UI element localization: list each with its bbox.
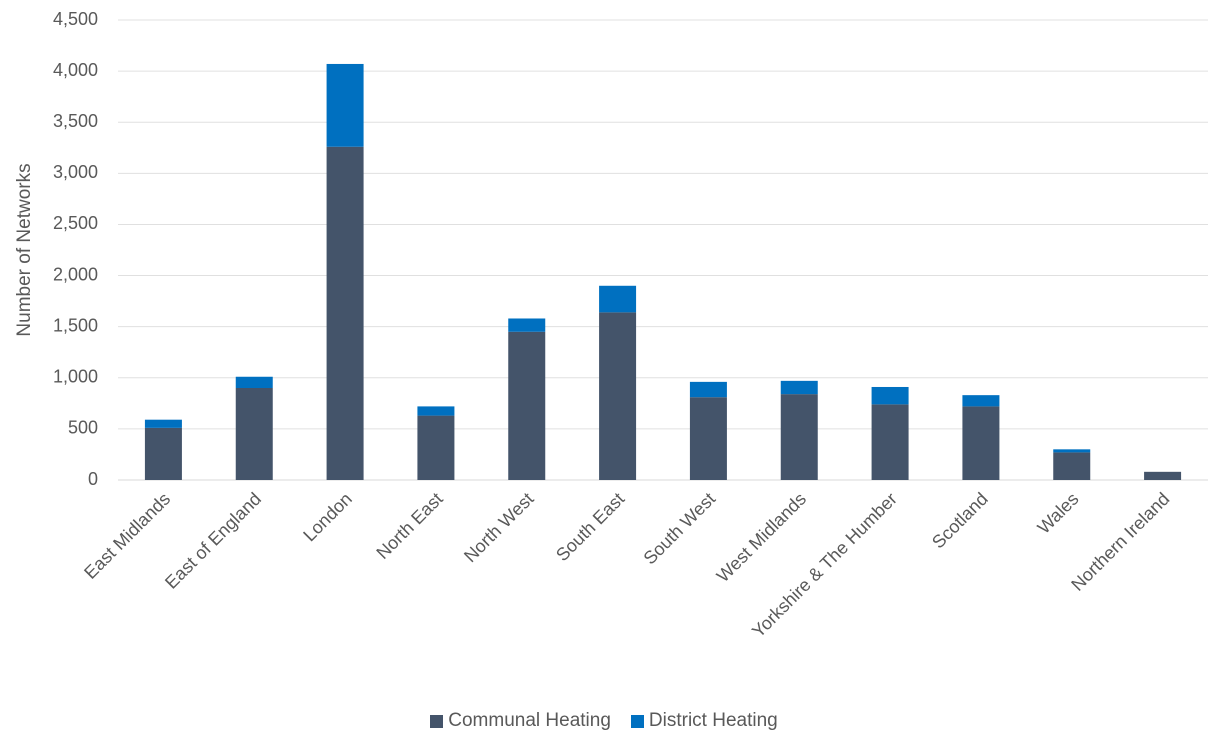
y-axis-label: Number of Networks bbox=[14, 163, 35, 336]
y-tick-label: 0 bbox=[88, 469, 98, 489]
bar-district bbox=[871, 386, 909, 405]
legend-swatch bbox=[630, 714, 644, 728]
x-tick-label: East Midlands bbox=[80, 489, 174, 583]
bar-communal bbox=[144, 427, 182, 480]
bar-communal bbox=[508, 331, 546, 480]
bar-communal bbox=[326, 146, 364, 480]
bar-communal bbox=[689, 397, 727, 480]
bar-communal bbox=[235, 388, 273, 480]
y-tick-label: 4,000 bbox=[53, 60, 98, 80]
x-tick-label: Wales bbox=[1034, 489, 1083, 538]
bar-district bbox=[417, 406, 455, 416]
bar-communal bbox=[1144, 471, 1182, 480]
x-tick-label: Scotland bbox=[928, 489, 992, 553]
bar-communal bbox=[871, 404, 909, 480]
y-tick-label: 4,500 bbox=[53, 9, 98, 29]
bar-district bbox=[1053, 449, 1091, 453]
y-tick-label: 3,500 bbox=[53, 111, 98, 131]
bar-district bbox=[326, 63, 364, 147]
x-tick-label: North West bbox=[460, 489, 538, 567]
gridlines bbox=[118, 19, 1208, 481]
y-axis-ticks: 0 500 1,000 1,500 2,000 2,500 3,000 3,500 4,000 4… bbox=[53, 9, 98, 489]
bar-district bbox=[508, 318, 546, 332]
bar-district bbox=[599, 285, 637, 313]
x-tick-label: Yorkshire & The Humber bbox=[748, 489, 901, 642]
y-tick-label: 1,000 bbox=[53, 367, 98, 387]
x-tick-label: East of England bbox=[161, 489, 265, 593]
bar-communal bbox=[417, 415, 455, 480]
legend-item: Communal Heating bbox=[430, 710, 611, 732]
x-tick-label: South West bbox=[640, 489, 720, 569]
x-tick-label: North East bbox=[372, 489, 446, 563]
x-tick-label: Northern Ireland bbox=[1067, 489, 1173, 595]
bar-communal bbox=[962, 406, 1000, 480]
legend-item: District Heating bbox=[630, 710, 778, 732]
bar-district bbox=[780, 380, 818, 395]
legend: Communal Heating District Heating bbox=[0, 710, 1208, 734]
bar-communal bbox=[599, 312, 637, 480]
y-tick-label: 500 bbox=[68, 418, 98, 438]
legend-swatch bbox=[430, 714, 444, 728]
y-tick-label: 2,000 bbox=[53, 264, 98, 284]
bar-district bbox=[235, 376, 273, 388]
y-tick-label: 3,000 bbox=[53, 162, 98, 182]
bar-district bbox=[962, 395, 1000, 407]
bar-district bbox=[144, 419, 182, 428]
x-tick-label: South East bbox=[552, 489, 628, 565]
bar-district bbox=[689, 381, 727, 398]
x-tick-label: London bbox=[299, 489, 356, 546]
y-tick-label: 2,500 bbox=[53, 213, 98, 233]
bar-communal bbox=[1053, 452, 1091, 480]
bar-communal bbox=[780, 394, 818, 480]
legend-label: Communal Heating bbox=[448, 710, 611, 731]
y-tick-label: 1,500 bbox=[53, 315, 98, 335]
x-tick-label: West Midlands bbox=[713, 489, 810, 586]
legend-label: District Heating bbox=[648, 710, 778, 731]
bars bbox=[144, 63, 1182, 480]
